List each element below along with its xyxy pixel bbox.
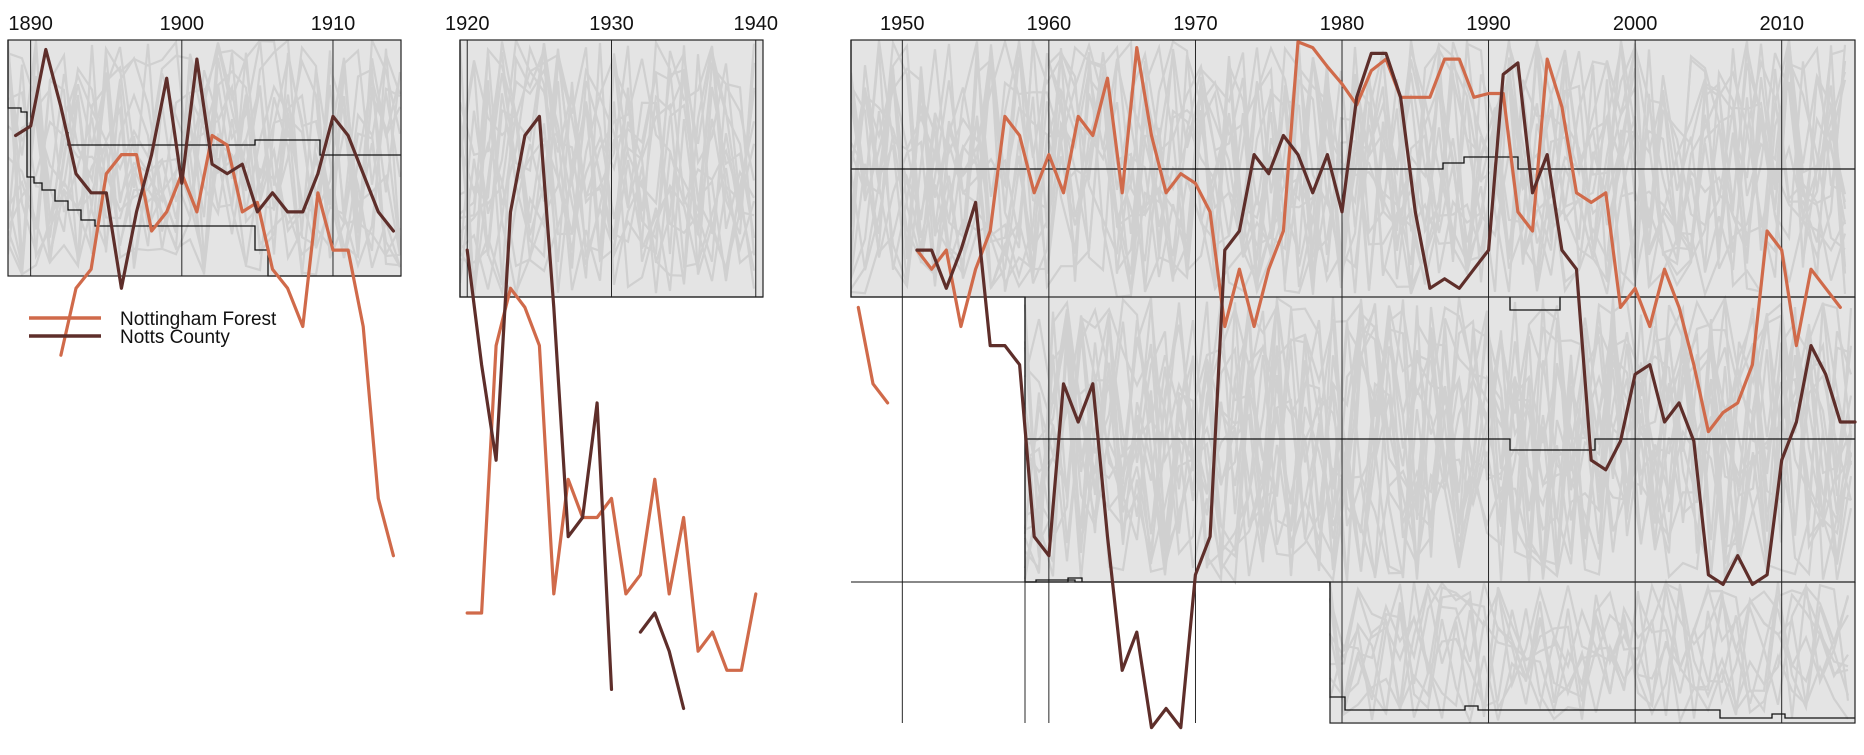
series-line-nottingham-forest (465, 286, 758, 672)
legend-item-nottingham-forest: Nottingham Forest (29, 309, 277, 330)
texture-line (851, 40, 1847, 296)
series-line-notts-county (14, 47, 395, 290)
x-tick-label: 1900 (160, 13, 205, 35)
series-lines (14, 40, 1857, 730)
x-tick-label: 1930 (589, 13, 634, 35)
panel-frame (1329, 582, 1856, 724)
x-tick-label: 2010 (1759, 13, 1804, 35)
series-line-notts-county (638, 611, 686, 711)
texture-line (8, 52, 401, 267)
x-tick-label: 2000 (1613, 13, 1658, 35)
texture-line (1023, 298, 1853, 581)
texture-line (1328, 581, 1849, 714)
x-tick-label: 1960 (1027, 13, 1072, 35)
texture-line (1024, 297, 1853, 569)
texture-line (8, 40, 401, 275)
x-tick-labels: 1890 1900 1910 1920 1930 1940 1950 1960 1970 1980… (8, 13, 1804, 35)
legend-label: Notts County (120, 327, 230, 348)
x-tick-label: 1950 (880, 13, 925, 35)
league-boundary-line (7, 40, 401, 277)
texture-line (1328, 578, 1850, 718)
texture-line (1023, 299, 1853, 578)
x-tick-label: 1990 (1466, 13, 1511, 35)
series-line-nottingham-forest (915, 40, 1842, 434)
background-texture (8, 40, 1855, 723)
panel-frame (850, 39, 1856, 298)
legend-label: Nottingham Forest (120, 309, 277, 330)
legend-item-notts-county: Notts County (29, 327, 230, 348)
x-tick-label: 1940 (734, 13, 779, 35)
x-tick-label: 1920 (445, 13, 490, 35)
texture-line (8, 43, 401, 266)
texture-line (1328, 581, 1850, 715)
texture-line (460, 43, 756, 253)
texture-line (8, 46, 401, 269)
texture-line (851, 41, 1847, 294)
series-line-nottingham-forest (59, 133, 395, 558)
panel-frame (459, 39, 764, 298)
series-line-notts-county (465, 114, 614, 691)
x-tick-label: 1910 (311, 13, 356, 35)
texture-line (851, 41, 1847, 285)
x-tick-label: 1980 (1320, 13, 1365, 35)
panel-frame (7, 39, 402, 277)
texture-line (8, 40, 401, 269)
texture-line (460, 40, 756, 263)
series-line-nottingham-forest (856, 305, 890, 405)
texture-line (851, 45, 1847, 296)
texture-line (1024, 300, 1853, 584)
x-tick-label: 1890 (8, 13, 53, 35)
x-tick-label: 1970 (1173, 13, 1218, 35)
texture-line (1329, 583, 1849, 723)
texture-panel-1 (8, 40, 401, 276)
league-boundary-line (1025, 438, 1855, 451)
texture-line (460, 43, 755, 297)
league-boundary-line (851, 156, 1855, 170)
series-line-notts-county (915, 51, 1857, 730)
